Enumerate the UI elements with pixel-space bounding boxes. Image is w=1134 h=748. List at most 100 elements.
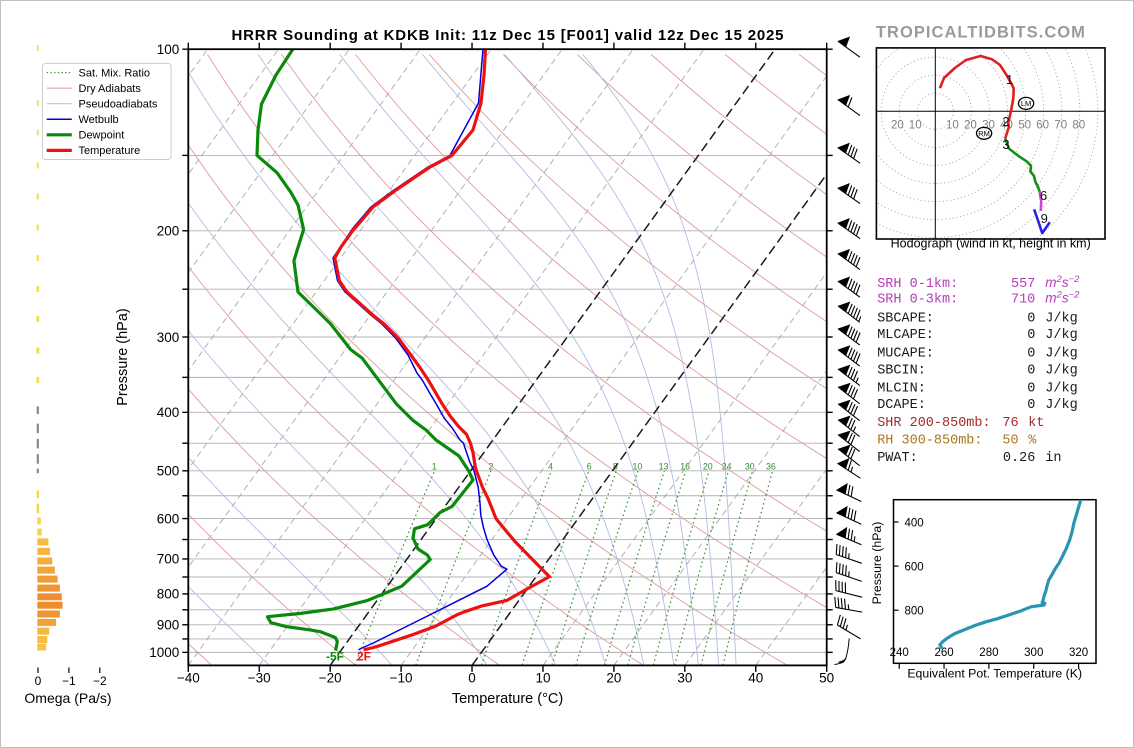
svg-text:Dry Adiabats: Dry Adiabats xyxy=(79,83,142,95)
svg-text:40: 40 xyxy=(748,671,763,686)
svg-text:J/kg: J/kg xyxy=(1045,328,1077,343)
svg-text:1000: 1000 xyxy=(149,645,179,660)
svg-text:36: 36 xyxy=(766,461,776,471)
svg-text:Wetbulb: Wetbulb xyxy=(79,114,119,126)
svg-text:710: 710 xyxy=(1011,292,1035,307)
svg-text:400: 400 xyxy=(157,405,180,420)
svg-text:kt: kt xyxy=(1028,416,1044,431)
svg-text:2F: 2F xyxy=(357,650,371,664)
svg-text:30: 30 xyxy=(982,120,995,132)
svg-text:280: 280 xyxy=(979,647,998,659)
svg-text:4: 4 xyxy=(548,461,553,471)
svg-text:J/kg: J/kg xyxy=(1045,363,1077,378)
svg-text:0: 0 xyxy=(1027,312,1035,327)
svg-text:RH 300-850mb:: RH 300-850mb: xyxy=(877,434,982,449)
svg-text:10: 10 xyxy=(909,120,922,132)
svg-text:−30: −30 xyxy=(248,671,271,686)
svg-text:−2: −2 xyxy=(93,674,107,688)
svg-text:2: 2 xyxy=(488,461,493,471)
svg-text:J/kg: J/kg xyxy=(1045,312,1077,327)
svg-text:J/kg: J/kg xyxy=(1045,347,1077,362)
svg-text:LM: LM xyxy=(1021,99,1031,108)
svg-text:MLCAPE:: MLCAPE: xyxy=(877,328,934,343)
svg-text:J/kg: J/kg xyxy=(1045,381,1077,396)
svg-text:Equivalent Pot. Temperature (K: Equivalent Pot. Temperature (K) xyxy=(907,667,1082,681)
svg-text:SHR 200-850mb:: SHR 200-850mb: xyxy=(877,416,990,431)
svg-text:24: 24 xyxy=(722,461,732,471)
svg-text:0: 0 xyxy=(1027,381,1035,396)
svg-text:300: 300 xyxy=(157,330,180,345)
svg-text:50: 50 xyxy=(1002,434,1018,449)
svg-text:SRH 0-3km:: SRH 0-3km: xyxy=(877,292,958,307)
svg-text:0: 0 xyxy=(1027,363,1035,378)
svg-text:Temperature (°C): Temperature (°C) xyxy=(452,691,563,707)
svg-text:PWAT:: PWAT: xyxy=(877,451,918,466)
svg-text:SBCIN:: SBCIN: xyxy=(877,363,926,378)
svg-text:Pressure (hPa): Pressure (hPa) xyxy=(115,308,131,406)
svg-text:200: 200 xyxy=(157,224,180,239)
svg-text:1: 1 xyxy=(432,461,437,471)
svg-text:13: 13 xyxy=(659,461,669,471)
svg-text:800: 800 xyxy=(157,587,180,602)
svg-text:in: in xyxy=(1045,451,1061,466)
svg-text:400: 400 xyxy=(905,517,924,529)
svg-text:J/kg: J/kg xyxy=(1045,398,1077,413)
svg-text:76: 76 xyxy=(1002,416,1018,431)
svg-text:300: 300 xyxy=(1024,647,1043,659)
svg-text:20: 20 xyxy=(964,120,977,132)
svg-text:10: 10 xyxy=(633,461,643,471)
svg-text:700: 700 xyxy=(157,552,180,567)
svg-text:20: 20 xyxy=(606,671,621,686)
svg-text:900: 900 xyxy=(157,618,180,633)
svg-text:6: 6 xyxy=(1040,188,1047,203)
svg-text:−1: −1 xyxy=(62,674,76,688)
svg-text:500: 500 xyxy=(157,464,180,479)
svg-text:20: 20 xyxy=(891,120,904,132)
svg-text:16: 16 xyxy=(680,461,690,471)
svg-text:Temperature: Temperature xyxy=(79,145,141,157)
svg-text:DCAPE:: DCAPE: xyxy=(877,398,926,413)
svg-text:TROPICALTIDBITS.COM: TROPICALTIDBITS.COM xyxy=(876,24,1085,42)
svg-text:10: 10 xyxy=(535,671,550,686)
svg-text:SBCAPE:: SBCAPE: xyxy=(877,312,934,327)
svg-text:SRH 0-1km:: SRH 0-1km: xyxy=(877,277,958,292)
svg-text:−40: −40 xyxy=(177,671,200,686)
svg-text:9: 9 xyxy=(1041,211,1048,226)
svg-text:Sat. Mix. Ratio: Sat. Mix. Ratio xyxy=(79,67,151,79)
svg-text:30: 30 xyxy=(745,461,755,471)
svg-text:-5F: -5F xyxy=(326,650,344,664)
svg-text:−20: −20 xyxy=(319,671,342,686)
svg-text:50: 50 xyxy=(819,671,834,686)
svg-text:30: 30 xyxy=(677,671,692,686)
svg-text:600: 600 xyxy=(157,511,180,526)
svg-text:MLCIN:: MLCIN: xyxy=(877,381,926,396)
svg-text:Pressure (hPa): Pressure (hPa) xyxy=(870,522,884,605)
svg-text:HRRR Sounding at KDKB Init: 11: HRRR Sounding at KDKB Init: 11z Dec 15 [… xyxy=(232,27,784,44)
svg-text:50: 50 xyxy=(1018,120,1031,132)
svg-text:260: 260 xyxy=(934,647,953,659)
svg-text:−10: −10 xyxy=(390,671,413,686)
svg-text:0: 0 xyxy=(1027,398,1035,413)
svg-text:%: % xyxy=(1028,434,1037,449)
svg-text:0.26: 0.26 xyxy=(1003,451,1035,466)
svg-text:Pseudoadiabats: Pseudoadiabats xyxy=(79,99,158,111)
svg-text:800: 800 xyxy=(905,606,924,618)
svg-text:RM: RM xyxy=(978,129,990,138)
svg-text:80: 80 xyxy=(1072,120,1085,132)
svg-text:2: 2 xyxy=(1002,114,1009,129)
svg-text:20: 20 xyxy=(703,461,713,471)
svg-text:0: 0 xyxy=(468,671,476,686)
svg-text:6: 6 xyxy=(587,461,592,471)
svg-text:0: 0 xyxy=(1027,328,1035,343)
svg-text:320: 320 xyxy=(1069,647,1088,659)
svg-text:MUCAPE:: MUCAPE: xyxy=(877,347,934,362)
svg-text:240: 240 xyxy=(890,647,909,659)
svg-text:Omega (Pa/s): Omega (Pa/s) xyxy=(24,690,111,706)
svg-text:10: 10 xyxy=(946,120,959,132)
svg-text:Hodograph (wind in kt, height: Hodograph (wind in kt, height in km) xyxy=(891,237,1091,251)
svg-text:0: 0 xyxy=(35,674,42,688)
svg-text:600: 600 xyxy=(905,561,924,573)
svg-text:100: 100 xyxy=(157,42,180,57)
svg-text:40: 40 xyxy=(1000,120,1013,132)
svg-text:3: 3 xyxy=(1002,137,1009,152)
